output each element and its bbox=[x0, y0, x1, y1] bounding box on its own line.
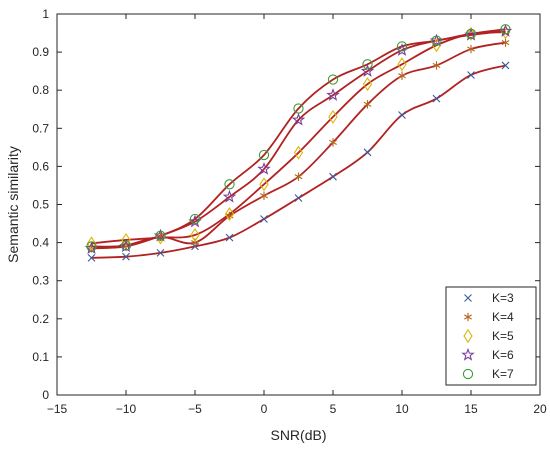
x-tick-label: −15 bbox=[47, 402, 68, 416]
legend: K=3 K=4 K=5 K=6 K=7 bbox=[445, 286, 537, 386]
x-tick-label: −10 bbox=[116, 402, 137, 416]
data-point-k5 bbox=[293, 145, 304, 160]
legend-box bbox=[445, 286, 537, 386]
data-point-k5 bbox=[86, 236, 97, 251]
y-axis-label: Semantic similarity bbox=[5, 146, 21, 263]
data-point-k4 bbox=[294, 172, 303, 181]
data-point-k7 bbox=[431, 35, 442, 46]
data-point-k5 bbox=[397, 57, 407, 72]
legend-marker bbox=[463, 329, 473, 343]
y-tick-label: 0 bbox=[42, 388, 49, 402]
data-point-k3 bbox=[329, 172, 337, 181]
x-tick-label: 15 bbox=[464, 402, 478, 416]
data-point-k5 bbox=[224, 207, 235, 222]
data-point-k7 bbox=[396, 41, 408, 52]
data-point-k7 bbox=[293, 103, 304, 114]
data-point-k5 bbox=[466, 26, 476, 41]
data-point-k7 bbox=[155, 230, 166, 241]
y-tick-label: 0.1 bbox=[32, 350, 49, 364]
legend-marker bbox=[461, 347, 475, 361]
data-point-k6 bbox=[360, 64, 375, 77]
data-point-k6 bbox=[291, 112, 306, 126]
legend-marker bbox=[464, 294, 472, 302]
y-tick-label: 0.8 bbox=[32, 83, 49, 97]
legend-label: K=3 bbox=[492, 291, 514, 305]
y-tick-label: 1 bbox=[42, 7, 49, 21]
legend-label: K=7 bbox=[492, 367, 514, 381]
y-tick-label: 0.5 bbox=[32, 198, 49, 212]
x-axis-ticks: −15 −10 −5 0 5 10 15 20 bbox=[47, 14, 547, 416]
y-tick-label: 0.2 bbox=[32, 312, 49, 326]
legend-marker bbox=[462, 368, 474, 380]
data-point-k3 bbox=[501, 61, 510, 70]
data-point-k3 bbox=[122, 252, 130, 261]
data-point-k3 bbox=[260, 215, 268, 223]
x-tick-label: 10 bbox=[395, 402, 409, 416]
y-tick-label: 0.6 bbox=[32, 159, 49, 173]
data-point-k6 bbox=[257, 161, 271, 175]
data-point-k4 bbox=[329, 138, 337, 147]
data-point-k5 bbox=[362, 77, 373, 92]
y-tick-label: 0.4 bbox=[32, 236, 49, 250]
x-axis-label: SNR(dB) bbox=[270, 427, 326, 443]
x-tick-label: −5 bbox=[188, 402, 202, 416]
legend-label: K=6 bbox=[492, 348, 514, 362]
data-point-k7 bbox=[362, 59, 373, 70]
data-point-k3 bbox=[225, 233, 234, 242]
data-point-k7 bbox=[327, 74, 339, 85]
x-tick-label: 0 bbox=[261, 402, 268, 416]
data-point-k3 bbox=[363, 148, 372, 157]
data-point-k4 bbox=[363, 100, 372, 109]
data-point-k3 bbox=[432, 94, 441, 103]
data-point-k6 bbox=[222, 189, 237, 203]
data-point-k7 bbox=[258, 149, 270, 161]
data-point-k7 bbox=[120, 240, 132, 251]
data-point-k3 bbox=[87, 253, 96, 262]
data-point-k4 bbox=[467, 44, 475, 54]
data-markers bbox=[84, 24, 513, 262]
data-point-k3 bbox=[156, 248, 165, 257]
data-point-k6 bbox=[119, 239, 133, 253]
data-point-k3 bbox=[467, 71, 475, 79]
data-point-k5 bbox=[190, 227, 200, 242]
y-tick-label: 0.7 bbox=[32, 121, 49, 135]
data-point-k7 bbox=[465, 28, 477, 39]
data-point-k4 bbox=[501, 38, 510, 47]
data-point-k3 bbox=[294, 194, 303, 202]
data-point-k5 bbox=[259, 177, 269, 192]
y-tick-label: 0.9 bbox=[32, 45, 49, 59]
data-point-k4 bbox=[191, 238, 199, 247]
data-point-k5 bbox=[500, 25, 511, 40]
data-point-k5 bbox=[328, 109, 338, 124]
data-point-k7 bbox=[189, 213, 201, 225]
legend-label: K=4 bbox=[492, 310, 514, 324]
data-point-k3 bbox=[398, 111, 406, 119]
legend-marker bbox=[464, 312, 472, 322]
data-point-k7 bbox=[224, 179, 235, 190]
data-point-k5 bbox=[121, 232, 131, 247]
data-point-k6 bbox=[326, 88, 340, 101]
legend-label: K=5 bbox=[492, 329, 514, 343]
data-point-k4 bbox=[398, 71, 406, 80]
data-point-k4 bbox=[260, 191, 268, 200]
x-tick-label: 20 bbox=[533, 402, 547, 416]
y-tick-label: 0.3 bbox=[32, 274, 49, 288]
data-point-k6 bbox=[464, 27, 478, 41]
data-point-k4 bbox=[432, 61, 441, 70]
data-point-k7 bbox=[86, 241, 97, 252]
x-tick-label: 5 bbox=[330, 402, 337, 416]
data-point-k7 bbox=[500, 24, 511, 35]
